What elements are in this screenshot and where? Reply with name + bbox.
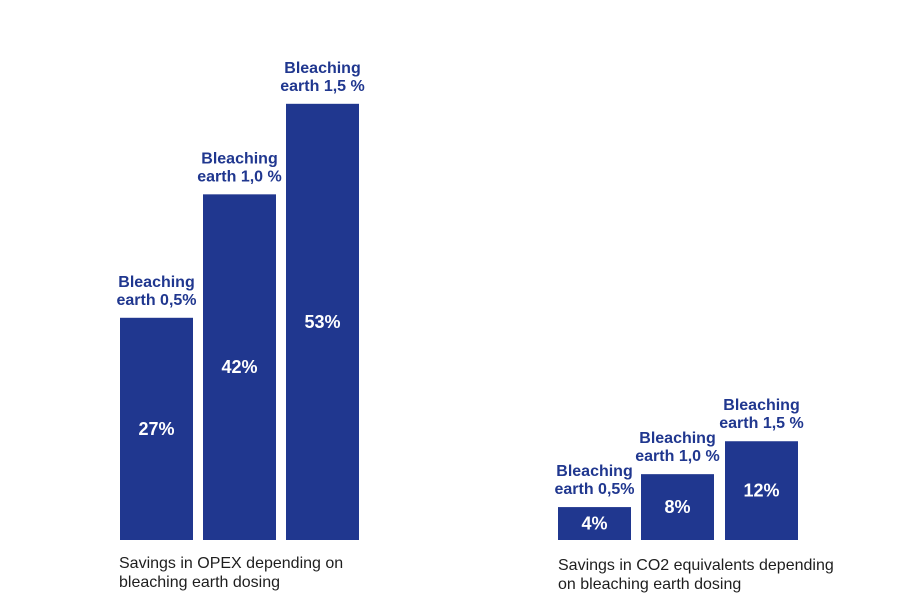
chart-caption-co2: Savings in CO2 equivalents depending on … xyxy=(558,556,878,594)
category-label: Bleaching xyxy=(639,430,715,447)
category-label: Bleaching xyxy=(118,274,194,291)
value-label: 27% xyxy=(138,419,174,439)
category-label: Bleaching xyxy=(556,463,632,480)
category-label: Bleaching xyxy=(723,397,799,414)
caption-line: Savings in CO2 equivalents depending xyxy=(558,557,834,574)
category-label: earth 1,5 % xyxy=(280,78,364,95)
chart-caption-opex: Savings in OPEX depending on bleaching e… xyxy=(119,554,419,592)
category-label: Bleaching xyxy=(201,150,277,167)
bar xyxy=(203,194,276,540)
value-label: 8% xyxy=(664,497,690,517)
value-label: 53% xyxy=(304,312,340,332)
bar xyxy=(725,441,798,540)
caption-line: bleaching earth dosing xyxy=(119,574,281,591)
value-label: 42% xyxy=(221,357,257,377)
caption-line: on bleaching earth dosing xyxy=(558,576,742,593)
bar xyxy=(120,317,193,540)
category-label: Bleaching xyxy=(284,60,360,77)
category-label: earth 1,0 % xyxy=(635,448,719,465)
value-label: 12% xyxy=(743,481,779,501)
bar xyxy=(286,103,359,540)
category-label: earth 0,5% xyxy=(554,481,634,498)
category-label: earth 1,0 % xyxy=(197,168,281,185)
value-label: 4% xyxy=(581,514,607,534)
bar xyxy=(558,507,631,540)
category-label: earth 1,5 % xyxy=(719,415,803,432)
caption-line: Savings in OPEX depending on xyxy=(119,555,344,572)
category-label: earth 0,5% xyxy=(116,292,196,309)
bar xyxy=(641,474,714,540)
